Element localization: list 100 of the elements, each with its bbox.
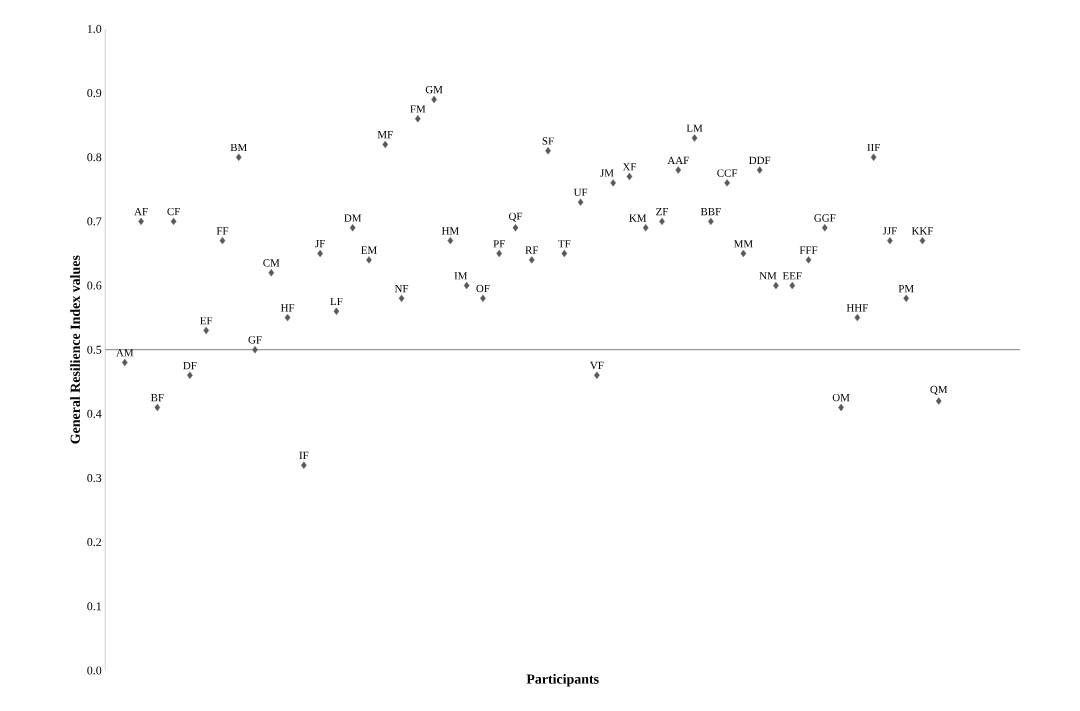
point (642, 223, 649, 232)
point (919, 236, 926, 245)
x-axis-title: Participants (526, 673, 599, 687)
x-tick-label: FF (216, 227, 229, 235)
point (675, 166, 682, 174)
point (691, 134, 698, 142)
point (610, 179, 616, 187)
point (626, 172, 633, 180)
point (398, 294, 405, 302)
x-tick-label: RF (525, 246, 539, 254)
point (659, 217, 665, 225)
y-tick-label: 0.0 (87, 666, 102, 675)
x-tick-label: BM (230, 143, 247, 151)
point (594, 371, 600, 379)
y-tick-label: 1.0 (87, 24, 102, 33)
point (528, 256, 535, 264)
x-tick-label: KKF (911, 227, 934, 235)
x-tick-label: JJF (882, 227, 897, 235)
point (121, 358, 128, 367)
x-tick-label: FFF (799, 246, 818, 254)
y-axis-title: General Resilience Index values (70, 255, 80, 444)
x-tick-label: EF (200, 316, 213, 325)
point (821, 223, 828, 232)
x-tick-label: DDF (749, 156, 771, 164)
y-tick-label: 0.4 (87, 409, 102, 418)
point (268, 268, 275, 277)
x-tick-label: JF (315, 239, 325, 248)
x-tick-label: QM (930, 385, 948, 395)
point (935, 397, 942, 405)
point (366, 256, 372, 264)
x-tick-label: DM (344, 214, 362, 222)
point (349, 223, 356, 232)
x-tick-label: TF (558, 239, 571, 248)
y-tick-label: 0.6 (87, 281, 102, 290)
x-tick-label: MF (377, 130, 393, 139)
point (903, 294, 909, 302)
point (805, 256, 812, 264)
x-tick-label: IM (454, 272, 468, 280)
point (170, 217, 177, 225)
x-tick-label: LF (330, 297, 343, 305)
point (724, 179, 730, 187)
point (463, 281, 470, 290)
point (854, 313, 861, 322)
x-tick-label: BBF (700, 207, 721, 216)
point (708, 217, 714, 225)
point (740, 249, 747, 257)
point (756, 166, 763, 174)
y-tick-label: 0.1 (87, 602, 102, 611)
x-tick-label: GGF (814, 214, 836, 222)
y-tick-label: 0.2 (87, 537, 102, 547)
x-tick-label: MM (733, 239, 753, 248)
x-tick-label: QF (508, 212, 523, 222)
x-tick-label: BF (150, 393, 164, 402)
x-tick-label: ZF (656, 207, 668, 216)
point (382, 140, 389, 148)
y-tick-label: 0.5 (87, 345, 102, 354)
point (333, 307, 340, 315)
point (235, 153, 242, 161)
point (203, 326, 209, 334)
point (154, 403, 161, 411)
x-tick-label: JM (600, 169, 614, 177)
x-tick-label: PF (493, 239, 505, 248)
x-tick-label: KM (629, 214, 647, 222)
point (838, 403, 844, 411)
x-tick-label: CCF (717, 169, 738, 177)
point (284, 313, 291, 322)
x-tick-label: LM (686, 124, 703, 132)
point (138, 217, 144, 225)
point (187, 371, 193, 379)
x-tick-label: DF (183, 361, 197, 370)
point (317, 249, 323, 257)
x-tick-label: CM (263, 259, 280, 267)
x-tick-label: UF (573, 188, 588, 196)
x-tick-label: EEF (782, 272, 802, 280)
x-tick-label: SF (542, 137, 554, 145)
point (447, 236, 454, 245)
x-tick-label: HHF (846, 304, 868, 312)
x-tick-label: PM (898, 284, 914, 293)
x-tick-label: XF (622, 162, 637, 171)
x-tick-label: HM (441, 227, 459, 235)
y-tick-label: 0.9 (87, 88, 102, 97)
x-tick-label: AAF (667, 156, 689, 164)
x-tick-label: GM (425, 85, 443, 94)
x-tick-label: OM (832, 393, 850, 402)
x-tick-label: IIF (867, 143, 880, 151)
x-tick-label: AF (134, 207, 148, 216)
point (577, 198, 584, 206)
x-tick-label: GF (248, 336, 262, 344)
y-tick-label: 0.7 (87, 217, 102, 226)
point (219, 236, 226, 245)
point (561, 249, 568, 257)
x-tick-label: FM (410, 105, 426, 113)
point (496, 249, 503, 257)
x-tick-label: OF (476, 284, 490, 293)
x-tick-label: AM (116, 348, 134, 357)
x-tick-label: CF (167, 207, 180, 216)
point (431, 95, 437, 103)
x-tick-label: EM (361, 246, 377, 254)
x-tick-label: IF (299, 451, 309, 459)
point (512, 223, 519, 232)
